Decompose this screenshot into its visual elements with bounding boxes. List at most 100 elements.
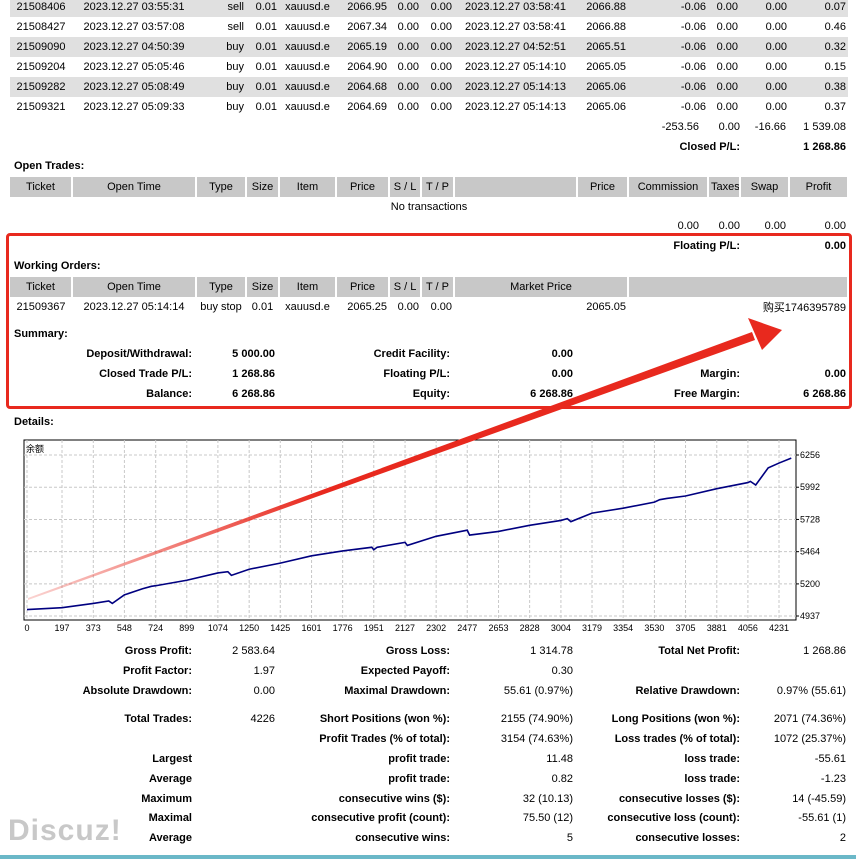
- y-tick-label: 5200: [800, 579, 820, 589]
- stat-label: Average: [148, 832, 192, 844]
- table-cell: 0.00: [389, 77, 421, 97]
- table-cell: 0.00: [765, 101, 787, 113]
- stat-label: Maximal: [148, 812, 192, 824]
- table-cell: -0.06: [628, 0, 708, 17]
- stat-value: 0.97% (55.61): [776, 685, 846, 697]
- order-cell: 2023.12.27 05:14:14: [83, 301, 185, 313]
- table-cell: 0.00: [397, 101, 419, 113]
- table-cell: 0.01: [255, 101, 277, 113]
- table-cell: 0.00: [708, 37, 740, 57]
- table-cell: 0.01: [255, 61, 277, 73]
- column-header: [454, 177, 578, 197]
- table-cell: 2023.12.27 05:09:33: [83, 101, 185, 113]
- table-cell: 0.00: [430, 61, 452, 73]
- stat-label: Absolute Drawdown:: [82, 685, 192, 697]
- stat-value: 1 314.78: [530, 645, 573, 657]
- x-tick-label: 3354: [613, 623, 633, 633]
- table-cell: 2023.12.27 05:14:10: [465, 61, 566, 73]
- table-cell: -0.06: [680, 101, 706, 113]
- stat-value: 0.82: [551, 773, 573, 785]
- table-cell: 0.00: [716, 21, 738, 33]
- table-cell: buy: [226, 101, 244, 113]
- table-cell: 21508427: [16, 21, 66, 33]
- table-cell: 0.15: [824, 61, 846, 73]
- table-row: 21508427 2023.12.27 03:57:08 sell 0.01 xauus…: [10, 17, 848, 37]
- table-cell: 0.00: [740, 77, 789, 97]
- table-cell: 0.00: [740, 0, 789, 17]
- table-cell: xauusd.e: [279, 77, 336, 97]
- stat-value: 0.00: [253, 685, 275, 697]
- column-header: [628, 277, 849, 297]
- table-cell: 2064.90: [347, 61, 387, 73]
- table-row: 21509204 2023.12.27 05:05:46 buy 0.01 xauusd…: [10, 57, 848, 77]
- stat-value: 2155 (74.90%): [500, 713, 573, 725]
- stat-label: consecutive wins:: [355, 832, 450, 844]
- footer-bar: [0, 855, 856, 859]
- column-header: Type: [196, 177, 247, 197]
- column-header: Item: [279, 277, 337, 297]
- table-cell: 2065.19: [336, 37, 389, 57]
- stat-value: 2071 (74.36%): [773, 713, 846, 725]
- table-cell: 0.01: [246, 37, 279, 57]
- column-header: Market Price: [454, 277, 629, 297]
- open-total-swap: 0.00: [764, 220, 786, 232]
- table-row: 21509321 2023.12.27 05:09:33 buy 0.01 xauusd…: [10, 97, 848, 117]
- stat-label: Long Positions (won %):: [611, 713, 740, 725]
- column-header: Commission: [628, 177, 709, 197]
- column-header: Size: [246, 277, 280, 297]
- stat-label: consecutive losses:: [635, 832, 740, 844]
- x-tick-label: 1074: [208, 623, 228, 633]
- x-tick-label: 197: [54, 623, 69, 633]
- details-title: Details:: [14, 416, 54, 428]
- order-cell: 0.00: [397, 301, 419, 313]
- table-cell: -0.06: [680, 61, 706, 73]
- table-cell: 0.00: [708, 77, 740, 97]
- x-tick-label: 3004: [551, 623, 571, 633]
- total-taxes: 0.00: [718, 121, 740, 133]
- x-tick-label: 1601: [302, 623, 322, 633]
- stat-value: 75.50 (12): [522, 812, 573, 824]
- table-cell: 2067.34: [347, 21, 387, 33]
- floating-pl-value: 0.00: [824, 240, 846, 252]
- closed-pl-label: Closed P/L:: [679, 141, 740, 153]
- stat-label: Maximum: [141, 793, 192, 805]
- stat-value: 32 (10.13): [522, 793, 573, 805]
- table-cell: 0.00: [708, 0, 740, 17]
- order-cell: 21509367: [16, 301, 66, 313]
- stat-label: consecutive wins ($):: [338, 793, 450, 805]
- table-cell: 0.01: [246, 77, 279, 97]
- order-cell: 2065.25: [347, 301, 387, 313]
- margin-value: 0.00: [824, 368, 846, 380]
- table-cell: 2023.12.27 04:52:51: [454, 37, 577, 57]
- table-cell: 0.00: [716, 61, 738, 73]
- stat-value: 5: [566, 832, 573, 844]
- stat-label: Total Trades:: [124, 713, 192, 725]
- x-tick-label: 1776: [333, 623, 353, 633]
- free-margin-value: 6 268.86: [803, 388, 846, 400]
- column-header: Type: [196, 277, 247, 297]
- x-tick-label: 3881: [707, 623, 727, 633]
- table-cell: 0.00: [389, 37, 421, 57]
- x-tick-label: 899: [179, 623, 194, 633]
- table-cell: 2023.12.27 03:55:31: [72, 0, 196, 17]
- stat-value: 11.48: [546, 753, 573, 765]
- y-tick-label: 4937: [800, 611, 820, 621]
- table-cell: 2065.06: [586, 101, 626, 113]
- table-cell: 2066.95: [336, 0, 389, 17]
- table-cell: -0.06: [680, 21, 706, 33]
- table-cell: 2023.12.27 03:58:41: [454, 0, 577, 17]
- closed-pl-value: 1 268.86: [803, 141, 846, 153]
- table-cell: 0.00: [421, 37, 454, 57]
- total-profit: 1 539.08: [803, 121, 846, 133]
- table-cell: 21508406: [10, 0, 72, 17]
- stat-label: Maximal Drawdown:: [344, 685, 450, 697]
- table-row: 21509282 2023.12.27 05:08:49 buy 0.01 xauusd…: [10, 77, 848, 97]
- table-cell: 0.00: [421, 0, 454, 17]
- stat-label: Profit Trades (% of total):: [319, 733, 450, 745]
- order-cell: 0.00: [430, 301, 452, 313]
- stat-value: 2: [839, 832, 846, 844]
- table-cell: 0.38: [789, 77, 848, 97]
- stat-label: Total Net Profit:: [658, 645, 740, 657]
